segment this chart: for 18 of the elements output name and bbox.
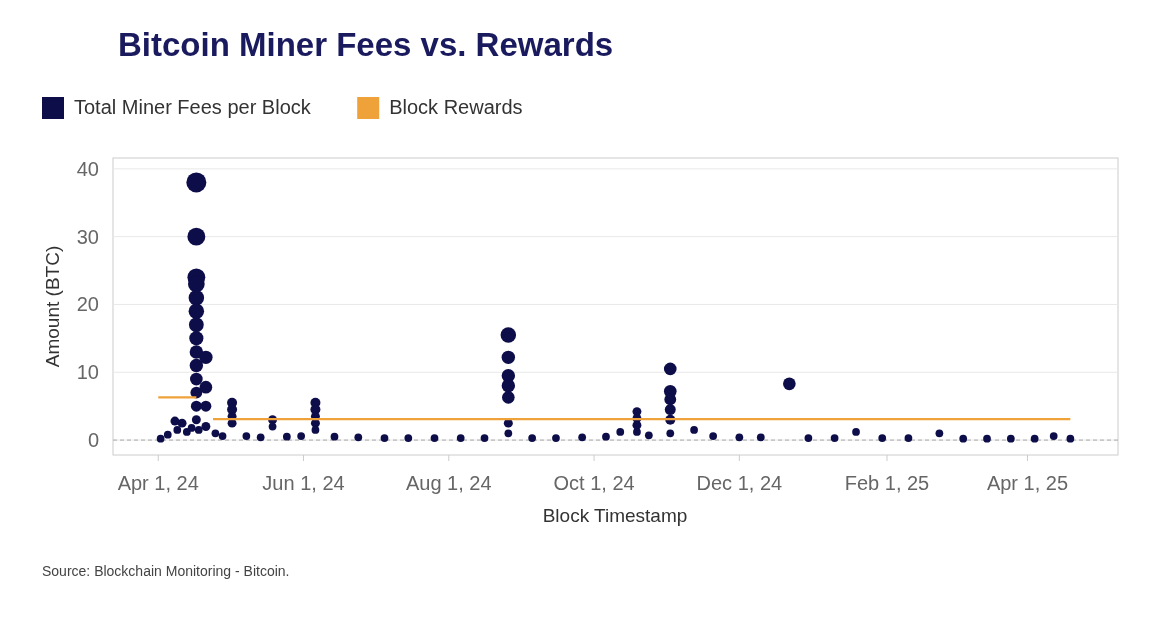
y-tick-label: 40 bbox=[76, 157, 99, 180]
chart-title: Bitcoin Miner Fees vs. Rewards bbox=[118, 26, 614, 63]
x-tick-label: Aug 1, 24 bbox=[405, 472, 492, 494]
x-tick-label: Apr 1, 25 bbox=[986, 472, 1069, 494]
x-tick-label: Apr 1, 24 bbox=[117, 472, 199, 494]
x-tick-label: Feb 1, 25 bbox=[844, 472, 930, 494]
x-tick-label: Jun 1, 24 bbox=[262, 472, 345, 494]
y-tick-label: 30 bbox=[76, 225, 99, 248]
legend-label: Block Rewards bbox=[389, 96, 523, 118]
legend-label: Total Miner Fees per Block bbox=[74, 96, 312, 118]
x-tick-label: Oct 1, 24 bbox=[553, 472, 635, 494]
y-tick-label: 10 bbox=[76, 361, 99, 384]
source-note: Source: Blockchain Monitoring - Bitcoin. bbox=[42, 563, 290, 579]
y-axis-title: Amount (BTC) bbox=[42, 245, 63, 368]
y-tick-label: 20 bbox=[76, 293, 99, 316]
x-tick-label: Dec 1, 24 bbox=[696, 472, 783, 494]
x-axis-title: Block Timestamp bbox=[542, 505, 688, 526]
y-tick-label: 0 bbox=[87, 429, 99, 452]
